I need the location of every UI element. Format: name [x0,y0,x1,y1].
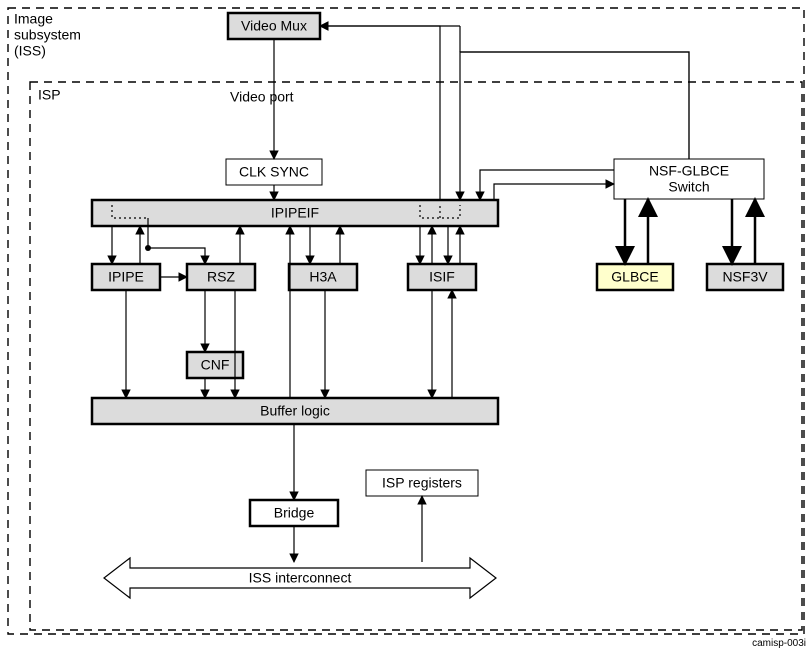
iss-region [8,8,804,634]
h3a-label: H3A [309,269,337,285]
nsf3v-label: NSF3V [722,269,768,285]
isif-block: ISIF [408,264,476,290]
iss-label-1: Image [14,11,53,27]
ipipeif-block: IPIPEIF [92,200,498,226]
rsz-label: RSZ [207,269,235,285]
ipipeif-label: IPIPEIF [271,205,319,221]
buffer-block: Buffer logic [92,398,498,424]
video-mux-block: Video Mux [228,13,320,39]
iss-interconnect: ISS interconnect [104,558,496,598]
nsf_switch1-label: NSF-GLBCE [649,163,729,179]
cnf-label: CNF [201,357,230,373]
rsz-block: RSZ [187,264,255,290]
isif-label: ISIF [429,269,455,285]
video_mux-label: Video Mux [241,18,307,34]
glbce-block: GLBCE [597,264,673,290]
buffer-label: Buffer logic [260,403,330,419]
clk_sync-label: CLK SYNC [239,164,309,180]
isp-label: ISP [38,87,61,103]
ipipe-block: IPIPE [92,264,160,290]
ipipe-label: IPIPE [108,269,144,285]
video-port-label: Video port [230,89,294,105]
nsf3v-block: NSF3V [707,264,783,290]
iss-label-3: (ISS) [14,43,46,59]
bridge-label: Bridge [274,505,315,521]
clk-sync-block: CLK SYNC [226,159,322,185]
bridge-block: Bridge [250,500,338,526]
nsf_switch1-label2: Switch [668,179,709,195]
diagram-id: camisp-003i [752,638,806,649]
ispreg-block: ISP registers [366,470,478,496]
glbce-label: GLBCE [611,269,658,285]
iss-label-2: subsystem [14,27,81,43]
interconnect-label: ISS interconnect [249,570,352,586]
nsf-switch1-block: SwitchNSF-GLBCE [614,159,764,199]
h3a-block: H3A [289,264,357,290]
ispreg-label: ISP registers [382,475,462,491]
